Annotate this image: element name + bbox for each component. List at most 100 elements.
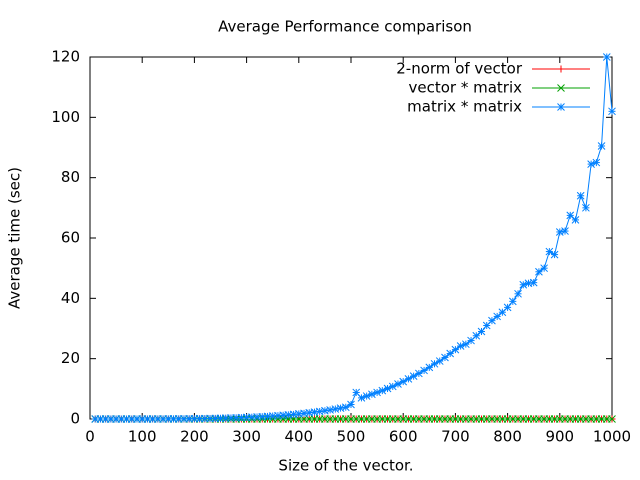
x-tick-label: 800 xyxy=(493,428,522,446)
data-point xyxy=(508,297,517,306)
plot-frame xyxy=(89,56,613,420)
marker-stroke xyxy=(279,411,287,420)
data-point xyxy=(357,394,366,402)
marker-stroke xyxy=(294,410,303,418)
data-point xyxy=(430,359,439,368)
marker-stroke xyxy=(284,411,293,419)
data-point xyxy=(435,357,444,365)
marker-stroke xyxy=(357,394,366,402)
data-point xyxy=(608,415,616,423)
marker-stroke xyxy=(555,228,564,236)
data-point xyxy=(514,289,522,298)
legend-marker xyxy=(557,65,565,73)
marker-stroke xyxy=(352,388,361,397)
marker-stroke xyxy=(608,415,616,423)
data-point xyxy=(315,407,324,416)
marker-stroke xyxy=(435,357,444,365)
data-point xyxy=(561,227,569,235)
data-point xyxy=(540,264,548,273)
marker-stroke xyxy=(587,160,595,168)
marker-stroke xyxy=(420,366,428,375)
marker-stroke xyxy=(472,331,481,340)
marker-stroke xyxy=(608,107,616,116)
marker-stroke xyxy=(446,349,455,358)
marker-stroke xyxy=(571,216,580,224)
marker-stroke xyxy=(488,316,496,325)
marker-stroke xyxy=(326,406,334,414)
x-tick-label: 0 xyxy=(85,428,95,446)
marker-stroke xyxy=(550,250,559,259)
marker-stroke xyxy=(566,211,575,220)
marker-stroke xyxy=(232,413,241,422)
x-tick-label: 400 xyxy=(284,428,313,446)
marker-stroke xyxy=(274,411,282,420)
y-tick-label: 120 xyxy=(51,48,80,66)
marker-stroke xyxy=(524,279,533,288)
marker-stroke xyxy=(503,303,512,312)
marker-stroke xyxy=(321,406,329,415)
data-point xyxy=(425,363,434,372)
y-tick-label: 40 xyxy=(61,289,80,307)
series-line xyxy=(95,56,613,420)
marker-stroke xyxy=(477,327,486,336)
marker-stroke xyxy=(535,267,543,276)
data-point xyxy=(477,327,486,336)
marker-stroke xyxy=(456,342,465,350)
marker-stroke xyxy=(514,289,522,298)
x-tick-label: 300 xyxy=(232,428,261,446)
marker-stroke xyxy=(576,191,585,200)
marker-stroke xyxy=(253,413,261,421)
data-point xyxy=(608,107,616,116)
data-point xyxy=(451,345,460,354)
data-point xyxy=(592,158,601,167)
data-point xyxy=(456,342,465,350)
data-point xyxy=(597,142,606,150)
x-tick-label: 900 xyxy=(545,428,574,446)
y-axis-label: Average time (sec) xyxy=(6,167,24,309)
marker-stroke xyxy=(242,413,251,422)
marker-stroke xyxy=(310,408,319,416)
marker-stroke xyxy=(561,227,569,235)
data-point xyxy=(545,247,554,256)
data-point xyxy=(383,384,392,393)
data-point xyxy=(493,312,502,321)
marker-stroke xyxy=(315,407,324,416)
y-tick-label: 60 xyxy=(61,229,80,247)
data-point xyxy=(535,267,543,276)
data-point xyxy=(305,408,314,417)
data-point xyxy=(571,216,580,224)
data-point xyxy=(529,278,538,287)
marker-stroke xyxy=(305,408,314,417)
marker-stroke xyxy=(592,158,601,167)
data-point xyxy=(587,160,595,168)
marker-stroke xyxy=(557,84,565,92)
marker-stroke xyxy=(362,392,371,400)
data-point xyxy=(409,372,418,381)
data-point xyxy=(362,392,371,400)
data-point xyxy=(582,203,590,212)
marker-stroke xyxy=(597,142,606,150)
marker-stroke xyxy=(461,340,470,349)
data-point xyxy=(352,388,361,397)
x-tick-label: 200 xyxy=(180,428,209,446)
legend-label: 2-norm of vector xyxy=(396,60,523,78)
x-tick-label: 500 xyxy=(337,428,366,446)
marker-stroke xyxy=(602,53,611,61)
legend-marker xyxy=(557,103,565,111)
data-point xyxy=(368,390,376,399)
marker-stroke xyxy=(263,412,272,421)
marker-stroke xyxy=(331,405,340,413)
marker-stroke xyxy=(268,412,277,420)
data-point xyxy=(472,331,481,340)
marker-stroke xyxy=(347,400,355,409)
x-axis-label: Size of the vector. xyxy=(278,457,413,475)
x-tick-label: 100 xyxy=(128,428,157,446)
data-point xyxy=(602,53,611,61)
data-point xyxy=(373,388,381,397)
marker-stroke xyxy=(545,247,554,256)
marker-stroke xyxy=(368,390,376,399)
data-point xyxy=(446,349,455,358)
marker-stroke xyxy=(493,312,502,321)
